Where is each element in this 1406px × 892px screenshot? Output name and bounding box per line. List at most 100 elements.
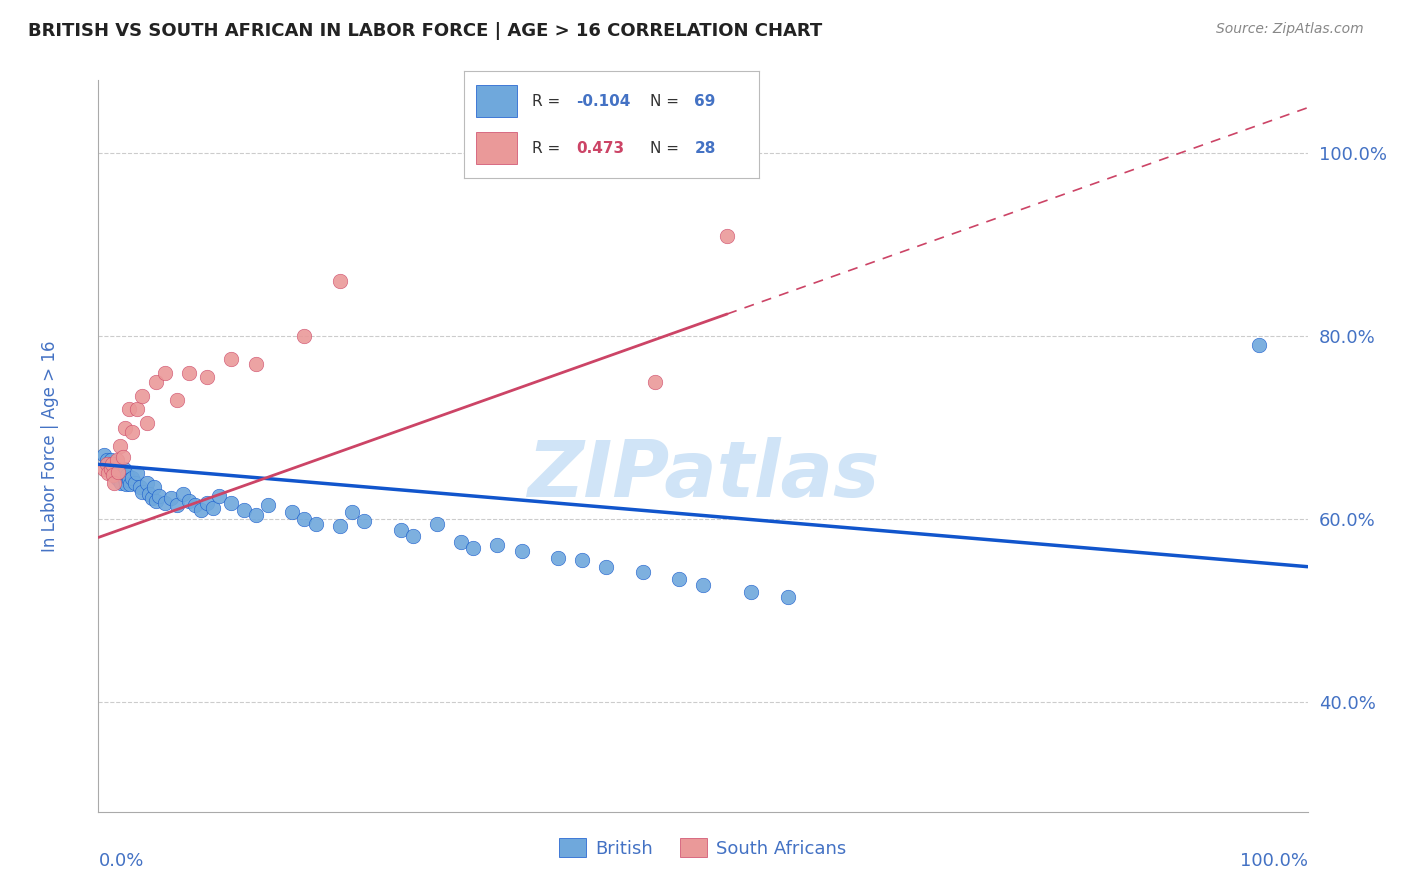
- Point: [232, 503, 254, 517]
- Point: [256, 499, 278, 513]
- Point: [100, 452, 122, 467]
- Point: [108, 467, 131, 481]
- Point: [118, 477, 141, 491]
- Text: 0.0%: 0.0%: [98, 852, 143, 870]
- Point: [114, 421, 136, 435]
- Point: [96, 457, 118, 471]
- Point: [93, 462, 115, 476]
- Point: [100, 457, 122, 471]
- Point: [107, 468, 129, 483]
- Point: [571, 553, 593, 567]
- Point: [100, 462, 122, 476]
- Point: [221, 496, 243, 510]
- Point: [93, 448, 115, 462]
- Point: [135, 416, 157, 430]
- Point: [172, 486, 194, 500]
- Point: [389, 523, 412, 537]
- Point: [115, 477, 138, 491]
- Point: [716, 228, 738, 243]
- Point: [342, 505, 364, 519]
- Point: [114, 473, 136, 487]
- Point: [221, 352, 243, 367]
- Text: R =: R =: [531, 94, 560, 109]
- Point: [353, 514, 375, 528]
- Point: [281, 505, 304, 519]
- Point: [127, 467, 149, 481]
- Point: [118, 402, 141, 417]
- Point: [195, 370, 218, 384]
- Point: [179, 366, 201, 380]
- Point: [110, 475, 132, 490]
- Point: [103, 475, 125, 490]
- Point: [305, 516, 328, 531]
- Point: [135, 475, 157, 490]
- Point: [121, 471, 143, 485]
- Point: [179, 494, 201, 508]
- Point: [195, 496, 218, 510]
- Point: [148, 489, 170, 503]
- Point: [131, 484, 153, 499]
- Point: [131, 389, 153, 403]
- Text: 0.473: 0.473: [576, 141, 624, 156]
- Point: [127, 402, 149, 417]
- Point: [105, 471, 128, 485]
- Point: [692, 578, 714, 592]
- Text: 28: 28: [695, 141, 716, 156]
- Point: [121, 425, 143, 440]
- Text: R =: R =: [531, 141, 560, 156]
- Text: -0.104: -0.104: [576, 94, 630, 109]
- Point: [108, 439, 131, 453]
- Text: In Labor Force | Age > 16: In Labor Force | Age > 16: [41, 340, 59, 552]
- Text: N =: N =: [650, 94, 679, 109]
- Point: [202, 501, 225, 516]
- Point: [124, 475, 146, 490]
- Point: [166, 393, 188, 408]
- Text: Source: ZipAtlas.com: Source: ZipAtlas.com: [1216, 22, 1364, 37]
- Point: [111, 468, 134, 483]
- Point: [510, 544, 533, 558]
- Point: [547, 550, 569, 565]
- Point: [111, 450, 134, 464]
- Point: [245, 357, 267, 371]
- Point: [329, 275, 352, 289]
- Point: [103, 467, 125, 481]
- Point: [97, 467, 120, 481]
- Point: [292, 329, 315, 343]
- Point: [166, 499, 188, 513]
- Point: [112, 462, 135, 476]
- Point: [463, 541, 485, 556]
- Point: [100, 457, 122, 471]
- Point: [97, 457, 120, 471]
- Legend: British, South Africans: British, South Africans: [553, 831, 853, 865]
- Point: [208, 489, 231, 503]
- Bar: [475, 132, 517, 164]
- Point: [245, 508, 267, 522]
- Point: [128, 480, 150, 494]
- Point: [101, 468, 124, 483]
- Point: [117, 468, 139, 483]
- Point: [402, 528, 425, 542]
- Point: [595, 559, 617, 574]
- Point: [1249, 338, 1271, 352]
- Point: [108, 473, 131, 487]
- Point: [96, 452, 118, 467]
- Point: [486, 538, 509, 552]
- Point: [631, 565, 654, 579]
- Point: [329, 519, 352, 533]
- Point: [98, 459, 121, 474]
- Point: [100, 462, 122, 476]
- Point: [153, 496, 176, 510]
- Point: [101, 459, 124, 474]
- Point: [145, 494, 167, 508]
- Text: 100.0%: 100.0%: [1240, 852, 1308, 870]
- Point: [426, 516, 449, 531]
- Point: [107, 462, 129, 476]
- Point: [740, 585, 762, 599]
- Point: [143, 480, 166, 494]
- Text: 69: 69: [695, 94, 716, 109]
- Point: [153, 366, 176, 380]
- Text: N =: N =: [650, 141, 679, 156]
- Point: [292, 512, 315, 526]
- Point: [190, 503, 212, 517]
- Point: [184, 499, 207, 513]
